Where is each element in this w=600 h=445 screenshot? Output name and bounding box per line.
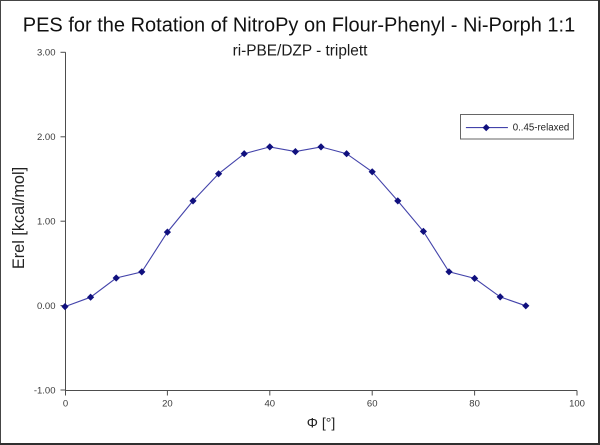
svg-text:0: 0 <box>63 398 68 409</box>
svg-text:3.00: 3.00 <box>37 48 56 59</box>
svg-text:ri-PBE/DZP - triplett: ri-PBE/DZP - triplett <box>233 42 369 59</box>
svg-text:-1.00: -1.00 <box>34 386 56 397</box>
svg-text:2.00: 2.00 <box>37 132 56 143</box>
svg-text:1.00: 1.00 <box>37 217 56 228</box>
svg-text:80: 80 <box>469 398 480 409</box>
svg-text:60: 60 <box>367 398 378 409</box>
svg-text:Φ [°]: Φ [°] <box>307 415 335 431</box>
svg-text:40: 40 <box>265 398 276 409</box>
svg-text:20: 20 <box>162 398 173 409</box>
svg-text:100: 100 <box>569 398 585 409</box>
svg-text:Erel [kcal/mol]: Erel [kcal/mol] <box>10 167 28 269</box>
svg-text:0.00: 0.00 <box>37 301 56 312</box>
svg-text:0..45-relaxed: 0..45-relaxed <box>513 122 570 133</box>
svg-text:PES for the Rotation of NitroP: PES for the Rotation of NitroPy on Flour… <box>23 15 575 37</box>
